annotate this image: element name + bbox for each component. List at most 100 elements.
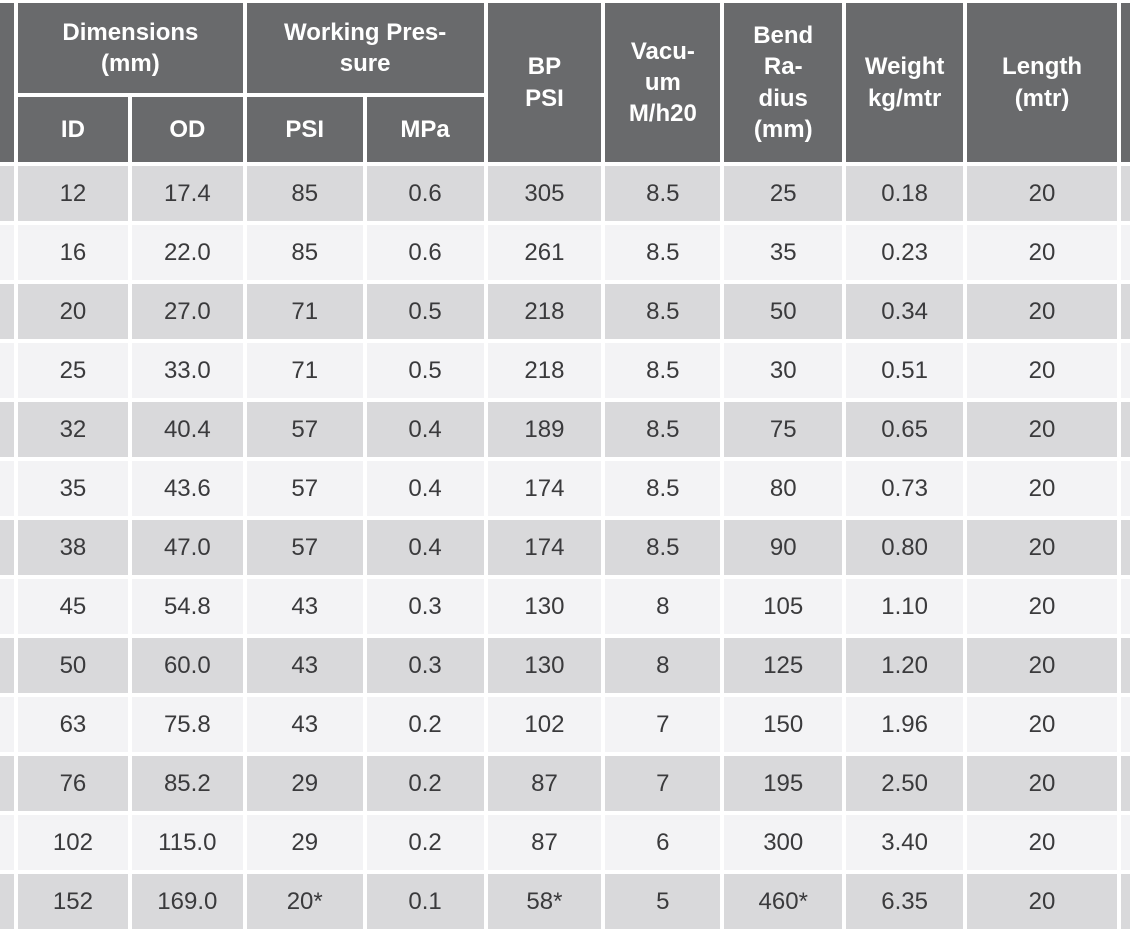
table-row: 63 75.8 43 0.2 102 7 150 1.96 20 — [0, 697, 1130, 752]
table-edge-cell-right — [1120, 461, 1130, 516]
cell-bp-psi: 218 — [487, 284, 602, 339]
cell-working-pressure-mpa: 0.3 — [366, 638, 484, 693]
cell-od: 115.0 — [131, 815, 243, 870]
cell-length: 20 — [967, 815, 1117, 870]
cell-vacuum: 5 — [605, 874, 721, 929]
table-row: 102 115.0 29 0.2 87 6 300 3.40 20 — [0, 815, 1130, 870]
cell-vacuum: 8 — [605, 638, 721, 693]
cell-working-pressure-psi: 57 — [246, 461, 363, 516]
cell-bp-psi: 189 — [487, 402, 602, 457]
cell-working-pressure-psi: 71 — [246, 343, 363, 398]
cell-working-pressure-psi: 85 — [246, 166, 363, 221]
table-edge-cell-left — [0, 166, 14, 221]
cell-bend-radius: 105 — [724, 579, 843, 634]
table-edge-cell-right — [1120, 225, 1130, 280]
cell-vacuum: 8.5 — [605, 402, 721, 457]
table-row: 32 40.4 57 0.4 189 8.5 75 0.65 20 — [0, 402, 1130, 457]
cell-weight: 1.10 — [846, 579, 964, 634]
cell-working-pressure-mpa: 0.6 — [366, 166, 484, 221]
table-edge-cell-right — [1120, 756, 1130, 811]
table-row: 20 27.0 71 0.5 218 8.5 50 0.34 20 — [0, 284, 1130, 339]
cell-bend-radius: 35 — [724, 225, 843, 280]
cell-working-pressure-mpa: 0.6 — [366, 225, 484, 280]
header-id: ID — [17, 97, 128, 162]
header-length: Length (mtr) — [967, 3, 1117, 162]
cell-bp-psi: 130 — [487, 638, 602, 693]
table-edge-cell-left — [0, 343, 14, 398]
table-row: 76 85.2 29 0.2 87 7 195 2.50 20 — [0, 756, 1130, 811]
cell-od: 47.0 — [131, 520, 243, 575]
cell-length: 20 — [967, 284, 1117, 339]
cell-length: 20 — [967, 402, 1117, 457]
cell-working-pressure-psi: 43 — [246, 579, 363, 634]
cell-vacuum: 8.5 — [605, 343, 721, 398]
cell-weight: 6.35 — [846, 874, 964, 929]
cell-id: 20 — [17, 284, 128, 339]
cell-bend-radius: 150 — [724, 697, 843, 752]
cell-vacuum: 8.5 — [605, 166, 721, 221]
cell-length: 20 — [967, 697, 1117, 752]
cell-od: 60.0 — [131, 638, 243, 693]
cell-length: 20 — [967, 874, 1117, 929]
table-edge-cell-left — [0, 874, 14, 929]
cell-length: 20 — [967, 579, 1117, 634]
cell-bend-radius: 195 — [724, 756, 843, 811]
cell-vacuum: 7 — [605, 756, 721, 811]
cell-vacuum: 8.5 — [605, 520, 721, 575]
cell-working-pressure-psi: 57 — [246, 402, 363, 457]
cell-working-pressure-mpa: 0.1 — [366, 874, 484, 929]
cell-weight: 0.18 — [846, 166, 964, 221]
table-edge-cell-right — [1120, 402, 1130, 457]
cell-id: 63 — [17, 697, 128, 752]
header-bend-radius: Bend Ra- dius (mm) — [724, 3, 843, 162]
cell-working-pressure-mpa: 0.5 — [366, 284, 484, 339]
cell-id: 45 — [17, 579, 128, 634]
cell-working-pressure-psi: 85 — [246, 225, 363, 280]
table-edge-cell-left — [0, 284, 14, 339]
table-row: 50 60.0 43 0.3 130 8 125 1.20 20 — [0, 638, 1130, 693]
table-edge-cell-right — [1120, 284, 1130, 339]
cell-length: 20 — [967, 225, 1117, 280]
cell-vacuum: 8.5 — [605, 225, 721, 280]
table-edge-cell-left — [0, 461, 14, 516]
cell-bp-psi: 218 — [487, 343, 602, 398]
cell-od: 33.0 — [131, 343, 243, 398]
cell-working-pressure-mpa: 0.4 — [366, 520, 484, 575]
table-row: 16 22.0 85 0.6 261 8.5 35 0.23 20 — [0, 225, 1130, 280]
table-row: 35 43.6 57 0.4 174 8.5 80 0.73 20 — [0, 461, 1130, 516]
cell-vacuum: 8 — [605, 579, 721, 634]
table-edge-cell-left — [0, 579, 14, 634]
cell-length: 20 — [967, 461, 1117, 516]
table-row: 12 17.4 85 0.6 305 8.5 25 0.18 20 — [0, 166, 1130, 221]
header-row-groups: Dimensions (mm) Working Pres- sure BP PS… — [0, 3, 1130, 162]
header-od: OD — [131, 97, 243, 162]
cell-working-pressure-mpa: 0.2 — [366, 815, 484, 870]
table-edge-cell-right — [1120, 579, 1130, 634]
cell-length: 20 — [967, 756, 1117, 811]
cell-bend-radius: 90 — [724, 520, 843, 575]
cell-bp-psi: 87 — [487, 815, 602, 870]
cell-od: 17.4 — [131, 166, 243, 221]
cell-bp-psi: 174 — [487, 520, 602, 575]
spec-table-body: 12 17.4 85 0.6 305 8.5 25 0.18 20 16 22.… — [0, 166, 1130, 929]
table-edge-cell-left — [0, 402, 14, 457]
table-row: 25 33.0 71 0.5 218 8.5 30 0.51 20 — [0, 343, 1130, 398]
cell-working-pressure-psi: 29 — [246, 815, 363, 870]
cell-bp-psi: 261 — [487, 225, 602, 280]
cell-od: 27.0 — [131, 284, 243, 339]
table-edge-cell-right — [1120, 343, 1130, 398]
table-row: 152 169.0 20* 0.1 58* 5 460* 6.35 20 — [0, 874, 1130, 929]
cell-working-pressure-psi: 20* — [246, 874, 363, 929]
cell-bend-radius: 50 — [724, 284, 843, 339]
table-edge-cell-left — [0, 815, 14, 870]
cell-id: 38 — [17, 520, 128, 575]
header-mpa: MPa — [366, 97, 484, 162]
header-row-subcolumns: ID OD PSI MPa — [0, 97, 1130, 162]
header-bp-psi: BP PSI — [487, 3, 602, 162]
cell-weight: 0.80 — [846, 520, 964, 575]
header-vacuum: Vacu- um M/h20 — [605, 3, 721, 162]
cell-weight: 0.73 — [846, 461, 964, 516]
cell-id: 12 — [17, 166, 128, 221]
